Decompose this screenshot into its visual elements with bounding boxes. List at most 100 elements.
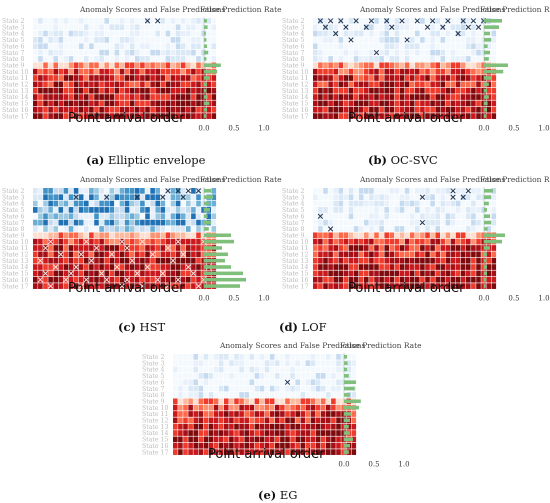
score-cell <box>224 385 229 392</box>
score-cell <box>430 251 435 258</box>
score-cell <box>109 219 115 226</box>
score-cell <box>259 430 265 436</box>
score-cell <box>455 49 461 56</box>
score-cell <box>188 373 193 379</box>
score-cell <box>33 238 38 245</box>
score-cell <box>341 366 346 373</box>
score-cell <box>38 62 43 69</box>
score-cell <box>353 62 359 69</box>
score-cell <box>476 251 481 258</box>
score-cell <box>364 257 369 264</box>
score-cell <box>155 87 160 94</box>
score-cell <box>104 18 109 24</box>
score-cell <box>471 100 476 107</box>
score-cell <box>445 270 451 277</box>
score-cell <box>178 385 183 392</box>
score-cell <box>323 238 328 245</box>
score-cell <box>114 100 120 107</box>
score-cell <box>140 251 145 258</box>
score-cell <box>114 251 120 258</box>
score-cell <box>244 430 249 436</box>
score-cell <box>333 100 338 107</box>
score-cell <box>280 436 285 443</box>
score-cell <box>191 37 196 43</box>
false-prediction-mark <box>190 270 197 277</box>
score-cell <box>94 56 99 62</box>
score-cell <box>43 226 48 232</box>
rate-bar <box>484 189 493 193</box>
state-label: State 11 <box>282 75 308 82</box>
score-cell <box>455 270 461 277</box>
score-cell <box>343 49 349 56</box>
state-label: State 4 <box>2 31 25 38</box>
score-cell <box>140 43 145 50</box>
score-cell <box>264 398 270 405</box>
score-cell <box>466 226 471 232</box>
score-cell <box>318 87 323 94</box>
score-cell <box>104 213 109 220</box>
score-cell <box>188 417 193 424</box>
score-cell <box>491 200 497 207</box>
score-cell <box>73 87 79 94</box>
score-cell <box>399 30 405 37</box>
score-cell <box>295 373 300 379</box>
score-cell <box>285 442 290 449</box>
score-cell <box>175 87 181 94</box>
score-cell <box>114 194 120 201</box>
score-cell <box>99 188 104 194</box>
score-cell <box>476 106 481 113</box>
score-cell <box>213 411 219 417</box>
score-cell <box>404 213 410 220</box>
score-cell <box>68 43 74 50</box>
score-cell <box>175 283 181 289</box>
score-cell <box>84 270 89 277</box>
score-cell <box>155 106 160 113</box>
rate-bar <box>204 189 212 193</box>
score-cell <box>78 43 84 50</box>
score-cell <box>450 68 456 75</box>
score-cell <box>389 270 395 277</box>
score-cell <box>435 232 440 239</box>
score-cell <box>180 264 186 270</box>
score-cell <box>249 417 255 424</box>
score-cell <box>259 442 265 449</box>
score-cell <box>264 430 270 436</box>
score-cell <box>300 366 306 373</box>
score-cell <box>170 251 176 258</box>
score-cell <box>415 213 420 220</box>
score-cell <box>155 62 160 69</box>
score-cell <box>364 43 369 50</box>
score-cell <box>318 43 323 50</box>
score-cell <box>275 430 280 436</box>
score-cell <box>305 360 311 367</box>
score-cell <box>124 188 130 194</box>
score-cell <box>336 392 341 398</box>
score-cell <box>193 404 198 411</box>
score-cell <box>135 200 140 207</box>
score-cell <box>425 81 430 88</box>
score-cell <box>84 75 89 81</box>
score-cell <box>343 270 349 277</box>
score-cell <box>94 30 99 37</box>
score-cell <box>315 379 321 386</box>
score-cell <box>73 49 79 56</box>
score-cell <box>165 276 171 283</box>
score-cell <box>178 360 183 367</box>
score-cell <box>353 68 359 75</box>
score-cell <box>409 226 415 232</box>
score-cell <box>310 436 316 443</box>
score-cell <box>129 113 135 119</box>
score-cell <box>466 56 471 62</box>
score-cell <box>53 37 58 43</box>
score-cell <box>33 200 38 207</box>
score-cell <box>445 37 451 43</box>
score-cell <box>430 188 435 194</box>
score-cell <box>89 49 94 56</box>
score-cell <box>333 283 338 289</box>
score-cell <box>165 213 171 220</box>
score-cell <box>466 283 471 289</box>
score-cell <box>183 430 188 436</box>
score-cell <box>193 430 198 436</box>
score-cell <box>84 56 89 62</box>
score-cell <box>218 449 224 455</box>
